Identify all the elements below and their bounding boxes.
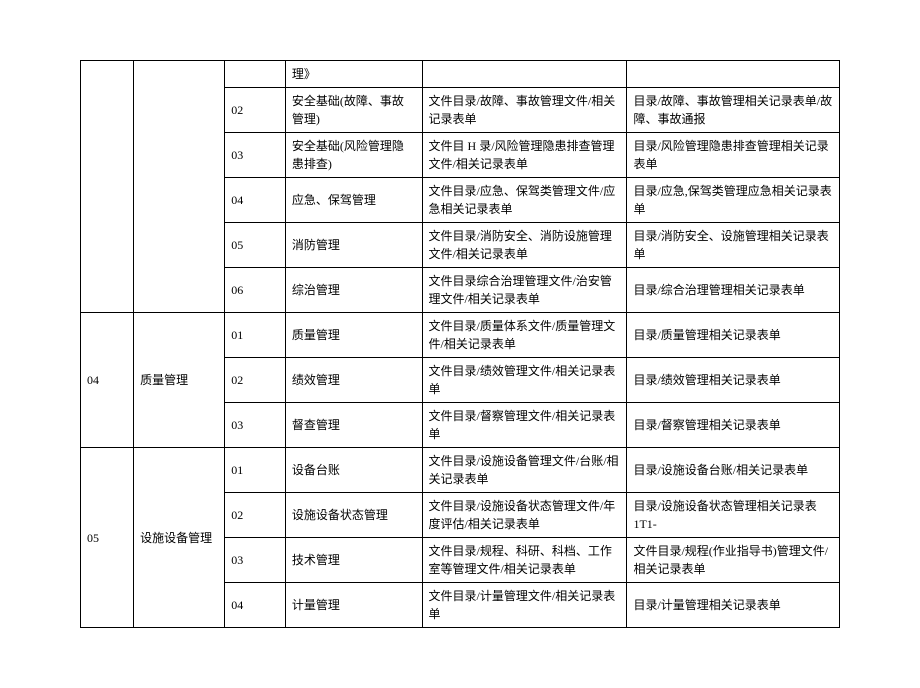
cell-subname: 综治管理 [285, 268, 422, 313]
cell-subname: 应急、保驾管理 [285, 178, 422, 223]
cell-subname: 绩效管理 [285, 358, 422, 403]
cell-col5: 文件目录/质量体系文件/质量管理文件/相关记录表单 [422, 313, 627, 358]
cell-col6 [627, 61, 840, 88]
cell-col6: 目录/质量管理相关记录表单 [627, 313, 840, 358]
cell-col6: 目录/计量管理相关记录表单 [627, 583, 840, 628]
document-table: 理》 02 安全基础(故障、事故管理) 文件目录/故障、事故管理文件/相关记录表… [80, 60, 840, 628]
cell-subcode: 05 [225, 223, 286, 268]
cell-col5: 文件目录/故障、事故管理文件/相关记录表单 [422, 88, 627, 133]
cell-col6: 目录/督察管理相关记录表单 [627, 403, 840, 448]
cell-subcode: 02 [225, 358, 286, 403]
cell-col6: 目录/设施设备状态管理相关记录表 1T1- [627, 493, 840, 538]
cell-col5: 文件目录/计量管理文件/相关记录表单 [422, 583, 627, 628]
cell-subcode: 03 [225, 403, 286, 448]
cell-section-id: 05 [81, 448, 134, 628]
cell-col5: 文件目录/应急、保驾类管理文件/应急相关记录表单 [422, 178, 627, 223]
cell-section-id [81, 61, 134, 313]
cell-subname: 设备台账 [285, 448, 422, 493]
cell-col6: 目录/绩效管理相关记录表单 [627, 358, 840, 403]
cell-col5: 文件目录/绩效管理文件/相关记录表单 [422, 358, 627, 403]
cell-section-id: 04 [81, 313, 134, 448]
cell-subname: 设施设备状态管理 [285, 493, 422, 538]
cell-col5: 文件目录/设施设备管理文件/台账/相关记录表单 [422, 448, 627, 493]
table-row: 理》 [81, 61, 840, 88]
cell-col6: 目录/应急,保驾类管理应急相关记录表单 [627, 178, 840, 223]
cell-subname: 安全基础(故障、事故管理) [285, 88, 422, 133]
cell-subname: 安全基础(风险管理隐患排查) [285, 133, 422, 178]
cell-subname: 理》 [285, 61, 422, 88]
table-row: 05 设施设备管理 01 设备台账 文件目录/设施设备管理文件/台账/相关记录表… [81, 448, 840, 493]
cell-subcode [225, 61, 286, 88]
cell-col5: 文件目录/规程、科研、科档、工作室等管理文件/相关记录表单 [422, 538, 627, 583]
cell-subname: 督查管理 [285, 403, 422, 448]
cell-col5: 文件目录/消防安全、消防设施管理文件/相关记录表单 [422, 223, 627, 268]
cell-section-name: 质量管理 [134, 313, 225, 448]
cell-subcode: 02 [225, 88, 286, 133]
cell-col6: 目录/设施设备台账/相关记录表单 [627, 448, 840, 493]
table-row: 04 质量管理 01 质量管理 文件目录/质量体系文件/质量管理文件/相关记录表… [81, 313, 840, 358]
cell-subname: 计量管理 [285, 583, 422, 628]
cell-col6: 目录/风险管理隐患排查管理相关记录表单 [627, 133, 840, 178]
cell-subname: 消防管理 [285, 223, 422, 268]
cell-col6: 目录/故障、事故管理相关记录表单/故障、事故通报 [627, 88, 840, 133]
cell-col5 [422, 61, 627, 88]
cell-subcode: 04 [225, 178, 286, 223]
cell-subcode: 04 [225, 583, 286, 628]
cell-section-name: 设施设备管理 [134, 448, 225, 628]
cell-subname: 技术管理 [285, 538, 422, 583]
cell-subname: 质量管理 [285, 313, 422, 358]
cell-col5: 文件目录/设施设备状态管理文件/年度评估/相关记录表单 [422, 493, 627, 538]
cell-col5: 文件目 H 录/风险管理隐患排查管理文件/相关记录表单 [422, 133, 627, 178]
cell-subcode: 03 [225, 538, 286, 583]
cell-subcode: 03 [225, 133, 286, 178]
cell-col6: 文件目录/规程(作业指导书)管理文件/相关记录表单 [627, 538, 840, 583]
cell-col6: 目录/综合治理管理相关记录表单 [627, 268, 840, 313]
cell-section-name [134, 61, 225, 313]
cell-subcode: 01 [225, 313, 286, 358]
cell-subcode: 02 [225, 493, 286, 538]
cell-col5: 文件目录综合治理管理文件/治安管理文件/相关记录表单 [422, 268, 627, 313]
cell-subcode: 01 [225, 448, 286, 493]
cell-col6: 目录/消防安全、设施管理相关记录表单 [627, 223, 840, 268]
cell-subcode: 06 [225, 268, 286, 313]
cell-col5: 文件目录/督察管理文件/相关记录表单 [422, 403, 627, 448]
